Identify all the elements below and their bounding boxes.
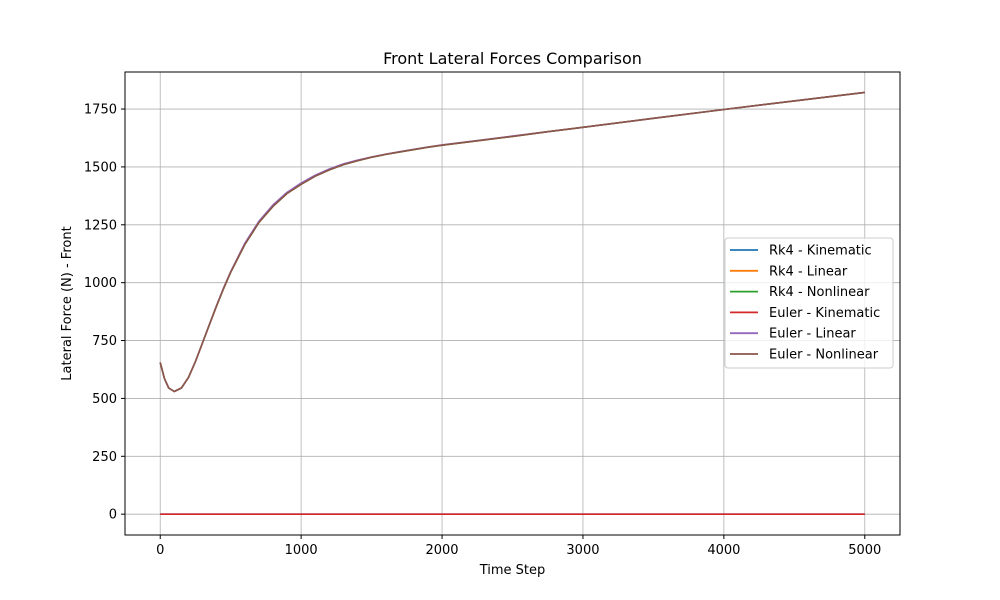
y-tick-label: 1750 xyxy=(84,103,117,118)
plot-area-frame xyxy=(124,71,901,536)
x-tick-label: 1000 xyxy=(285,543,318,558)
legend-label-euler-linear: Euler - Linear xyxy=(769,327,856,342)
x-tick-label: 2000 xyxy=(425,543,458,558)
x-axis-label: Time Step xyxy=(479,563,546,578)
legend-label-rk4-linear: Rk4 - Linear xyxy=(769,264,848,279)
legend-label-euler-nonlinear: Euler - Nonlinear xyxy=(769,348,879,363)
legend-box xyxy=(724,237,894,369)
legend: Rk4 - Kinematic Rk4 - Linear Rk4 - Nonline… xyxy=(724,237,894,369)
x-tick-label: 4000 xyxy=(707,543,740,558)
legend-label-rk4-kinematic: Rk4 - Kinematic xyxy=(769,244,872,259)
series-lines xyxy=(159,91,865,516)
x-tick-label: 5000 xyxy=(848,543,881,558)
y-axis-label: Lateral Force (N) - Front xyxy=(60,226,75,380)
y-tick-label: 250 xyxy=(92,450,117,465)
y-tick-label: 0 xyxy=(109,508,117,523)
y-tick-label: 1250 xyxy=(84,218,117,233)
y-tick-label: 750 xyxy=(92,334,117,349)
y-tick-label: 1500 xyxy=(84,160,117,175)
chart-title: Front Lateral Forces Comparison xyxy=(383,49,642,68)
x-tick-label: 0 xyxy=(156,543,164,558)
x-tick-label: 3000 xyxy=(566,543,599,558)
series-line-euler-nonlinear xyxy=(159,91,865,393)
y-tick-label: 1000 xyxy=(84,276,117,291)
axis-ticks: 0 1000 2000 3000 4000 5000 0 250 500 750 1000 1250 1… xyxy=(84,103,881,558)
legend-label-rk4-nonlinear: Rk4 - Nonlinear xyxy=(769,285,870,300)
legend-label-euler-kinematic: Euler - Kinematic xyxy=(769,306,880,321)
y-tick-label: 500 xyxy=(92,392,117,407)
